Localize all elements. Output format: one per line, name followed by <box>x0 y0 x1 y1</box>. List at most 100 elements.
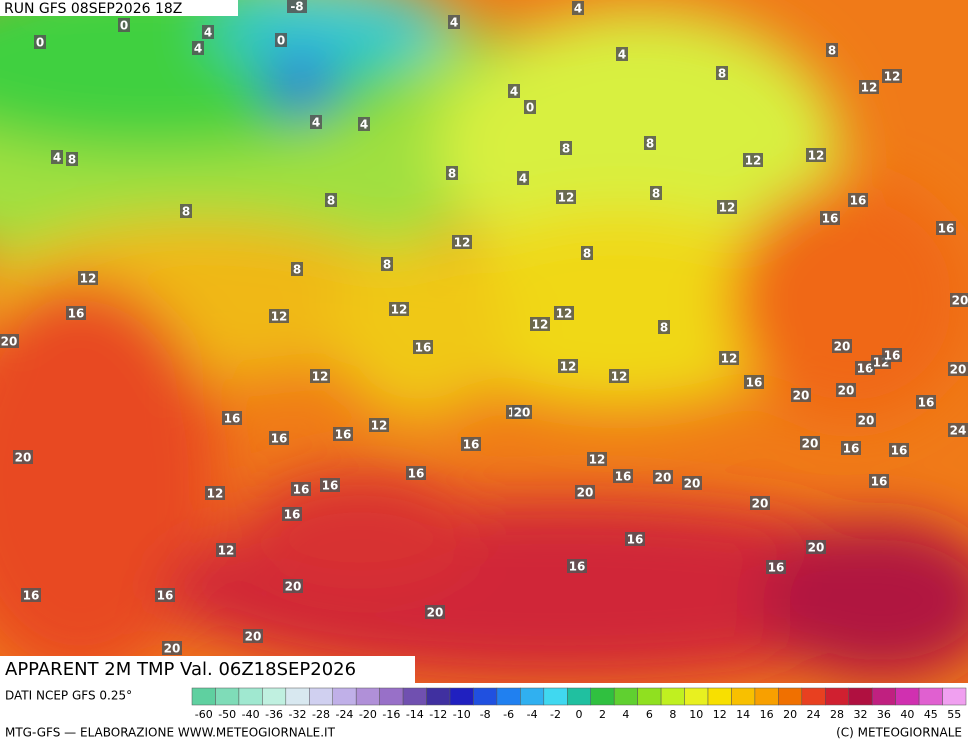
map-label: 12 <box>218 544 235 558</box>
map-label-box <box>192 41 204 55</box>
colorbar-label: 32 <box>853 708 867 721</box>
map-label-box <box>291 482 311 496</box>
map-label: 12 <box>560 360 577 374</box>
map-label-box <box>269 309 289 323</box>
colorbar-cell <box>449 687 474 706</box>
map-label: 16 <box>884 349 901 363</box>
map-label: 16 <box>157 589 174 603</box>
colorbar-cell <box>496 687 521 706</box>
map-label-box <box>806 148 826 162</box>
map-label-box <box>916 395 936 409</box>
map-label-box <box>389 302 409 316</box>
colorbar-cell <box>567 687 591 706</box>
map-label-box <box>269 431 289 445</box>
map-label: 12 <box>207 487 224 501</box>
map-label: 20 <box>285 580 302 594</box>
colorbar-label: 8 <box>669 708 676 721</box>
map-label-box <box>287 0 307 13</box>
map-label: 16 <box>335 428 352 442</box>
header-box <box>0 0 238 16</box>
colorbar-cell <box>215 687 240 706</box>
map-label: 4 <box>574 2 582 16</box>
colorbar-cell <box>895 687 920 706</box>
colorbar-label: -36 <box>265 708 283 721</box>
map-label-box <box>66 306 86 320</box>
map-label: 20 <box>858 414 875 428</box>
title-box <box>0 656 415 683</box>
map-label-box <box>34 35 46 49</box>
colorbar-label: -50 <box>218 708 236 721</box>
map-label-box <box>950 293 968 307</box>
map-label-box <box>406 466 426 480</box>
map-label: 20 <box>1 335 18 349</box>
colorbar-cell <box>918 687 943 706</box>
map-label-box <box>581 246 593 260</box>
map-label: 4 <box>618 48 626 62</box>
map-label: 20 <box>684 477 701 491</box>
map-label-box <box>560 141 572 155</box>
colorbar-cell <box>238 687 263 706</box>
colorbar-label: -40 <box>242 708 260 721</box>
map-label-box <box>66 152 78 166</box>
map-title: APPARENT 2M TMP Val. 06Z18SEP2026 <box>5 659 356 680</box>
map-label: 12 <box>719 201 736 215</box>
map-label-box <box>118 18 130 32</box>
map-label: 20 <box>577 486 594 500</box>
map-label: 8 <box>182 205 190 219</box>
map-label-box <box>425 605 445 619</box>
map-label-box <box>948 362 968 376</box>
colorbar-cell <box>707 687 732 706</box>
map-label-box <box>333 427 353 441</box>
map-label-box <box>658 320 670 334</box>
map-label-box <box>832 339 852 353</box>
map-label: 4 <box>194 42 202 56</box>
map-label-box <box>512 405 532 419</box>
map-label: 8 <box>68 153 76 167</box>
map-label-box <box>717 200 737 214</box>
map-label: 12 <box>271 310 288 324</box>
map-label: 16 <box>23 589 40 603</box>
map-label: 12 <box>556 307 573 321</box>
colorbar-cell <box>590 687 615 706</box>
map-label: 8 <box>660 321 668 335</box>
map-label: 12 <box>589 453 606 467</box>
colorbar-cell <box>473 687 498 706</box>
map-label-box <box>744 375 764 389</box>
colorbar-cell <box>942 687 967 706</box>
map-label: 16 <box>768 561 785 575</box>
map-field <box>0 0 968 683</box>
map-label-box <box>524 100 536 114</box>
map-label: 16 <box>938 222 955 236</box>
map-label: 16 <box>891 444 908 458</box>
map-label: 20 <box>952 294 968 308</box>
map-label-box <box>0 334 19 348</box>
colorbar-label: 6 <box>646 708 653 721</box>
map-label: 12 <box>884 70 901 84</box>
map-label-box <box>820 211 840 225</box>
map-label: 12 <box>532 318 549 332</box>
map-label: 8 <box>448 167 456 181</box>
map-label: 4 <box>360 118 368 132</box>
map-label: 8 <box>828 44 836 58</box>
map-label: 4 <box>450 16 458 30</box>
colorbar-label: -28 <box>312 708 330 721</box>
map-label: 16 <box>871 475 888 489</box>
colorbar-cell <box>754 687 779 706</box>
map-label-box <box>310 115 322 129</box>
colorbar-cell <box>801 687 826 706</box>
colorbar-label: 16 <box>760 708 774 721</box>
colorbar-label: -60 <box>195 708 213 721</box>
map-label: 0 <box>36 36 44 50</box>
colorbar-label: 0 <box>576 708 583 721</box>
map-label: 20 <box>427 606 444 620</box>
map-label-box <box>743 153 763 167</box>
map-label: 16 <box>822 212 839 226</box>
map-label: 4 <box>53 151 61 165</box>
map-label-box <box>567 559 587 573</box>
map-label-box <box>587 452 607 466</box>
run-label: RUN GFS 08SEP2026 18Z <box>4 1 182 17</box>
colorbar-label: 10 <box>689 708 703 721</box>
map-label-box <box>936 221 956 235</box>
map-label-box <box>320 478 340 492</box>
map-label-box <box>202 25 214 39</box>
